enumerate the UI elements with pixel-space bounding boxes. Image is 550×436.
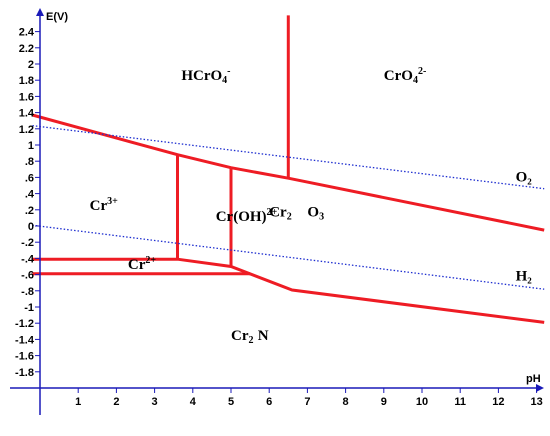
water-line-label: O₂ [516,169,533,185]
phase-boundaries [32,15,545,324]
y-tick-label: 1.6 [19,91,34,103]
y-tick-label: 2 [28,59,34,71]
y-tick-label: -.4 [21,253,35,265]
species-label: Cr2 [231,328,254,346]
y-tick-label: .2 [25,205,34,217]
x-tick-label: 11 [454,396,466,408]
species-label: CrO42- [384,66,427,86]
x-tick-label: 7 [304,396,310,408]
y-tick-label: 1.4 [19,108,35,120]
y-tick-label: -1 [24,302,34,314]
species-label: Cr2 [269,204,292,222]
water-stability-lines: O₂ H₂ [32,124,545,290]
species-label: Cr(OH)2+ [216,207,278,225]
x-axis-title: pH [526,373,541,385]
y-tick-label: .4 [25,189,35,201]
y-tick-label: -.6 [21,270,34,282]
boundary-line-5 [32,257,545,324]
y-tick-label: 1.8 [19,75,34,87]
x-tick-label: 3 [152,396,158,408]
species-label: Cr2+ [128,255,157,273]
y-tick-label: 1.2 [19,124,34,136]
x-tick-label: 8 [343,396,349,408]
tick-labels: 1 2 3 4 5 6 7 8 9 10 11 12 13-1.8-1.6-1.4-1.2-1-.8-.… [15,27,543,408]
y-axis-title: E(V) [46,11,68,23]
y-tick-label: -1.4 [15,334,35,346]
x-tick-label: 1 [75,396,81,408]
x-tick-label: 6 [266,396,272,408]
y-tick-label: -.2 [21,237,34,249]
y-tick-label: -.8 [21,286,34,298]
y-axis-arrow [36,8,44,16]
x-tick-label: 12 [492,396,504,408]
x-axis-arrow [536,384,544,392]
x-tick-label: 4 [190,396,197,408]
y-tick-label: 2.4 [19,27,35,39]
x-tick-label: 5 [228,396,234,408]
y-tick-label: -1.6 [15,351,34,363]
y-tick-label: -1.8 [15,367,34,379]
x-tick-label: 13 [530,396,542,408]
species-label: Cr3+ [90,196,119,214]
y-tick-label: -1.2 [15,318,34,330]
x-tick-label: 9 [381,396,387,408]
water-line-2 [32,224,545,290]
species-label: O3 [307,204,324,222]
axes [10,8,544,415]
y-tick-label: 2.2 [19,43,34,55]
species-label: HCrO4- [181,66,230,86]
y-tick-label: 1 [28,140,34,152]
x-tick-label: 10 [416,396,428,408]
species-label: N [258,328,269,344]
y-tick-label: .8 [25,156,34,168]
water-line-label: H₂ [516,268,533,284]
y-tick-label: 0 [28,221,34,233]
x-tick-label: 2 [113,396,119,408]
y-tick-label: .6 [25,172,34,184]
